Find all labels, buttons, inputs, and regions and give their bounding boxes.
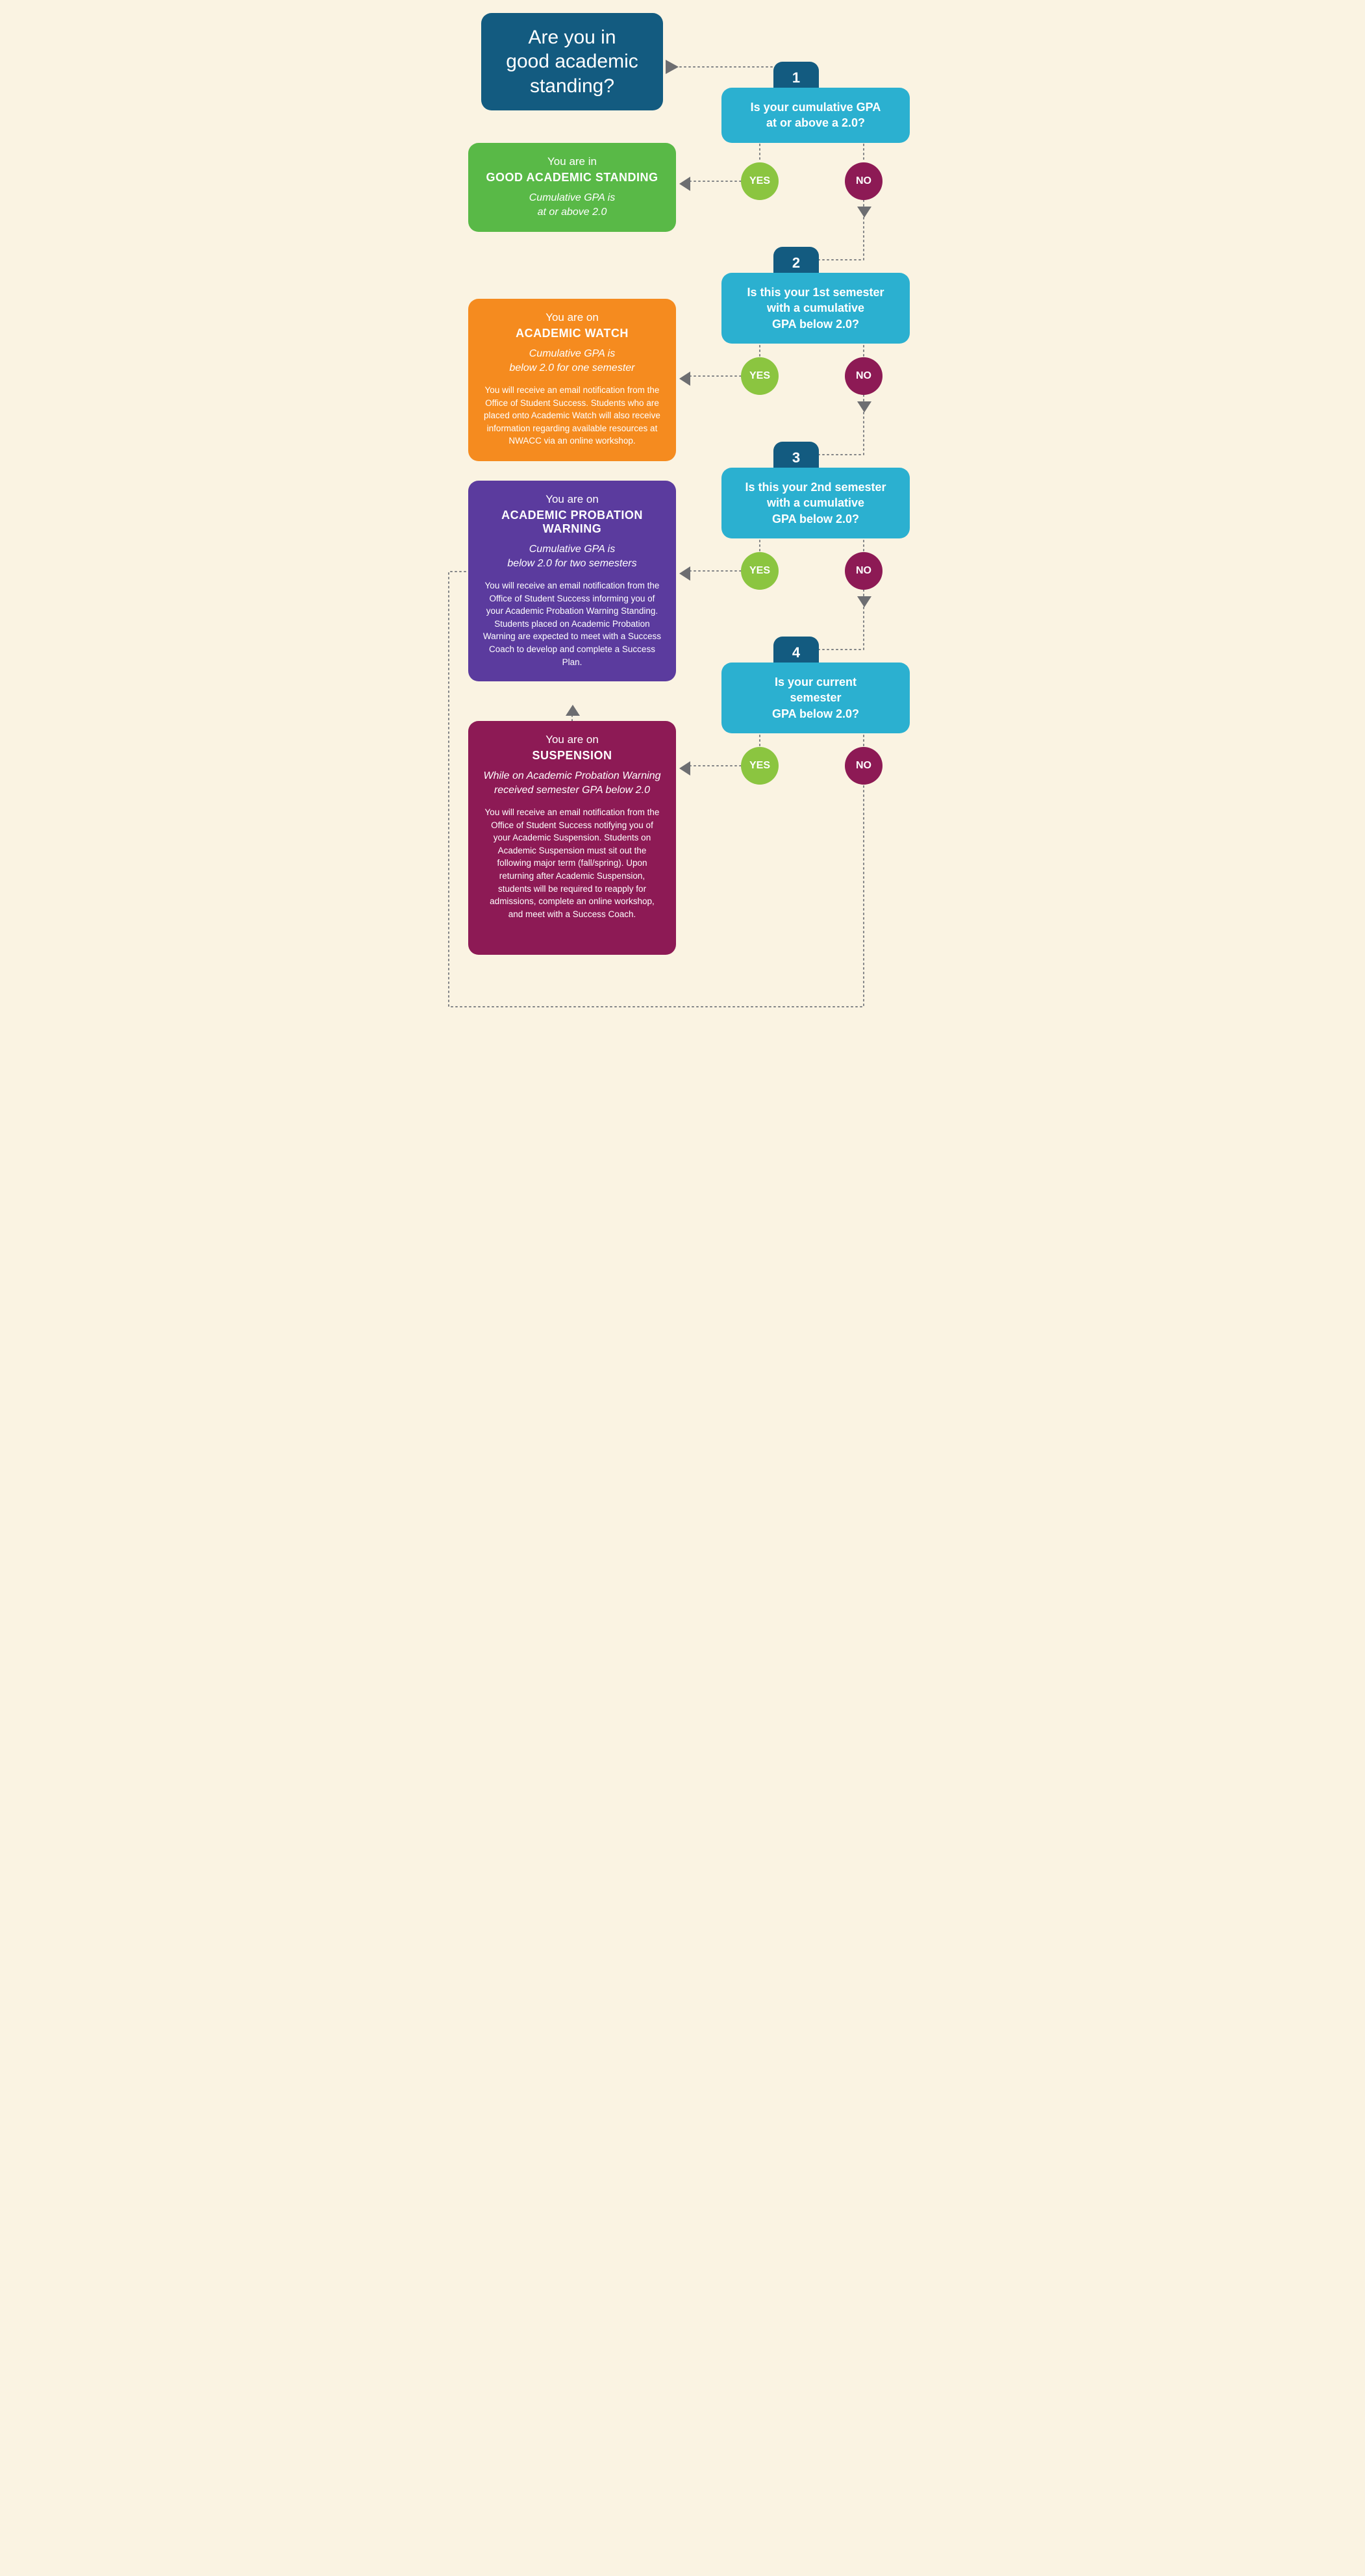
yes-pill: YES — [741, 357, 779, 395]
arrow-left-icon — [679, 372, 690, 386]
result-box: You are on ACADEMIC PROBATION WARNING Cumu… — [468, 481, 676, 681]
question-box: Is this your 1st semesterwith a cumulati… — [721, 273, 910, 344]
result-lead: You are in — [482, 155, 662, 170]
result-lead: You are on — [482, 492, 662, 507]
question-line: with a cumulative — [736, 495, 895, 511]
question-line: Is your cumulative GPA — [736, 99, 895, 115]
arrow-left-icon — [679, 177, 690, 191]
result-sub: While on Academic Probation Warning rece… — [482, 769, 662, 797]
no-pill: NO — [845, 747, 883, 785]
result-sub: Cumulative GPA isat or above 2.0 — [482, 191, 662, 219]
question-box: Is this your 2nd semesterwith a cumulati… — [721, 468, 910, 538]
title-line: standing? — [495, 74, 649, 99]
question-line: Is this your 2nd semester — [736, 479, 895, 495]
no-pill: NO — [845, 552, 883, 590]
arrow-up-icon — [566, 705, 580, 716]
question-line: GPA below 2.0? — [736, 511, 895, 527]
result-box: You are onSUSPENSION While on Academic Pr… — [468, 721, 676, 955]
result-status: GOOD ACADEMIC STANDING — [482, 171, 662, 184]
result-desc: You will receive an email notification f… — [482, 806, 662, 920]
arrow-down-icon — [857, 207, 871, 218]
question-line: semester — [736, 690, 895, 705]
question-line: GPA below 2.0? — [736, 316, 895, 332]
result-desc: You will receive an email notification f… — [482, 579, 662, 668]
flowchart-canvas: Are you in good academic standing? 1Is y… — [429, 13, 936, 1039]
question-line: with a cumulative — [736, 300, 895, 316]
result-lead: You are on — [482, 733, 662, 748]
arrow-right-icon — [666, 60, 679, 74]
question-line: Is your current — [736, 674, 895, 690]
result-box: You are on ACADEMIC WATCH Cumulative GPA i… — [468, 299, 676, 461]
yes-pill: YES — [741, 747, 779, 785]
arrow-left-icon — [679, 761, 690, 776]
no-pill: NO — [845, 357, 883, 395]
result-box: You are inGOOD ACADEMIC STANDING Cumulati… — [468, 143, 676, 232]
arrow-down-icon — [857, 401, 871, 412]
question-box: Is your cumulative GPAat or above a 2.0? — [721, 88, 910, 143]
title-line: Are you in — [495, 25, 649, 50]
result-desc: You will receive an email notification f… — [482, 384, 662, 448]
question-line: at or above a 2.0? — [736, 115, 895, 131]
result-status: ACADEMIC WATCH — [482, 327, 662, 340]
yes-pill: YES — [741, 552, 779, 590]
result-status: SUSPENSION — [482, 749, 662, 763]
title-line: good academic — [495, 49, 649, 74]
result-lead: You are on — [482, 310, 662, 325]
question-line: GPA below 2.0? — [736, 706, 895, 722]
question-line: Is this your 1st semester — [736, 284, 895, 300]
title-box: Are you in good academic standing? — [481, 13, 663, 110]
arrow-down-icon — [857, 596, 871, 607]
no-pill: NO — [845, 162, 883, 200]
question-box: Is your currentsemesterGPA below 2.0? — [721, 663, 910, 733]
result-sub: Cumulative GPA isbelow 2.0 for one semes… — [482, 347, 662, 375]
arrow-left-icon — [679, 566, 690, 581]
yes-pill: YES — [741, 162, 779, 200]
result-status: ACADEMIC PROBATION WARNING — [482, 509, 662, 536]
result-sub: Cumulative GPA isbelow 2.0 for two semes… — [482, 542, 662, 570]
